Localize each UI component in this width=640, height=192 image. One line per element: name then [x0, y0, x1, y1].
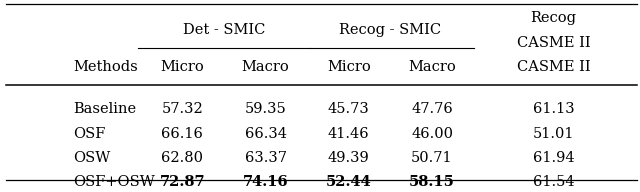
- Text: OSW: OSW: [74, 151, 111, 165]
- Text: 63.37: 63.37: [244, 151, 287, 165]
- Text: 74.16: 74.16: [243, 175, 289, 189]
- Text: 57.32: 57.32: [161, 102, 204, 116]
- Text: Macro: Macro: [242, 60, 289, 74]
- Text: Methods: Methods: [74, 60, 138, 74]
- Text: CASME II: CASME II: [516, 60, 591, 74]
- Text: Baseline: Baseline: [74, 102, 137, 116]
- Text: Micro: Micro: [161, 60, 204, 74]
- Text: 52.44: 52.44: [326, 175, 372, 189]
- Text: 41.46: 41.46: [328, 127, 370, 141]
- Text: OSF: OSF: [74, 127, 106, 141]
- Text: 72.87: 72.87: [159, 175, 205, 189]
- Text: Recog - SMIC: Recog - SMIC: [339, 23, 442, 37]
- Text: Det - SMIC: Det - SMIC: [183, 23, 265, 37]
- Text: CASME II: CASME II: [516, 36, 591, 50]
- Text: 61.94: 61.94: [532, 151, 575, 165]
- Text: 49.39: 49.39: [328, 151, 370, 165]
- Text: 66.34: 66.34: [244, 127, 287, 141]
- Text: 66.16: 66.16: [161, 127, 204, 141]
- Text: Recog: Recog: [531, 11, 577, 25]
- Text: 51.01: 51.01: [533, 127, 574, 141]
- Text: 47.76: 47.76: [411, 102, 453, 116]
- Text: 46.00: 46.00: [411, 127, 453, 141]
- Text: 59.35: 59.35: [244, 102, 287, 116]
- Text: Macro: Macro: [408, 60, 456, 74]
- Text: 62.80: 62.80: [161, 151, 204, 165]
- Text: 45.73: 45.73: [328, 102, 370, 116]
- Text: OSF+OSW: OSF+OSW: [74, 175, 156, 189]
- Text: Micro: Micro: [327, 60, 371, 74]
- Text: 58.15: 58.15: [409, 175, 455, 189]
- Text: 61.13: 61.13: [532, 102, 575, 116]
- Text: 61.54: 61.54: [532, 175, 575, 189]
- Text: 50.71: 50.71: [411, 151, 453, 165]
